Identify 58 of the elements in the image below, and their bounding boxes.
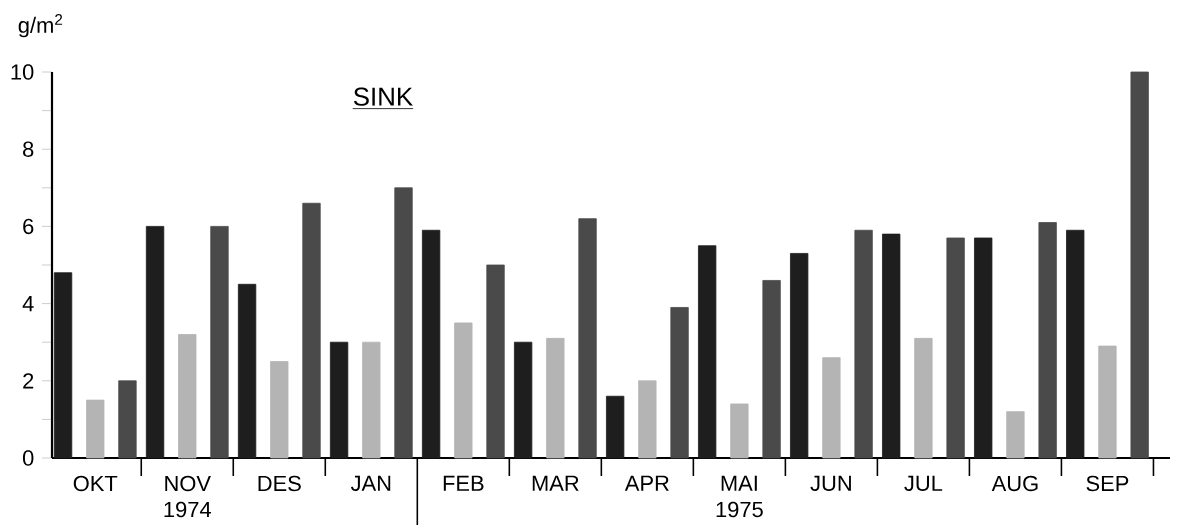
bar — [145, 226, 165, 459]
text: 1975 — [716, 501, 763, 518]
x-tick-label: MAR — [532, 475, 579, 491]
x-tick-label: APR — [624, 475, 669, 491]
bar — [822, 357, 841, 459]
x-tick-label: JUN — [810, 475, 851, 492]
x-tick-label: JUL — [904, 475, 943, 492]
x-tick-label: DES — [258, 475, 301, 492]
bar — [914, 337, 933, 459]
bar — [638, 380, 657, 459]
y-tick-label: 2 — [23, 373, 34, 389]
bar — [86, 399, 105, 459]
bar — [454, 322, 473, 459]
x-tick-label: JAN — [350, 475, 391, 492]
bar — [237, 283, 257, 459]
bar — [974, 237, 993, 459]
bar — [606, 395, 625, 459]
bar — [1038, 222, 1057, 459]
bar — [513, 341, 533, 459]
bar — [210, 226, 229, 459]
x-tick-label: AUG — [991, 475, 1038, 492]
bar — [790, 253, 809, 459]
bar — [53, 272, 73, 459]
x-tick-label: NOV — [165, 475, 211, 492]
y-tick-label: 0 — [22, 450, 34, 466]
bar — [546, 337, 565, 459]
y-tick-label: 8 — [23, 141, 34, 157]
x-tick-label: FEB — [443, 475, 484, 491]
y-tick-label: 10 — [11, 64, 34, 80]
bar — [394, 187, 413, 459]
chart-title: SINK — [353, 87, 413, 106]
bar — [302, 202, 321, 459]
text: 1974 — [164, 501, 211, 518]
bar — [1098, 345, 1117, 459]
bar — [854, 229, 873, 459]
y-tick-label: 4 — [22, 296, 34, 312]
bar — [1066, 229, 1085, 459]
bar — [178, 334, 197, 459]
bar — [730, 403, 749, 459]
bar — [946, 237, 965, 459]
bar — [118, 380, 137, 459]
bar — [1130, 71, 1149, 459]
x-tick-label: SEP — [1086, 475, 1129, 492]
y-tick-label: 6 — [23, 218, 34, 235]
y-axis-title: g/m$^{2}$ — [18, 14, 63, 38]
bar — [578, 218, 597, 459]
bar — [270, 361, 289, 459]
bar — [698, 245, 717, 459]
bar — [1006, 411, 1025, 459]
bar — [329, 341, 349, 459]
x-tick-label: OKT — [73, 475, 118, 492]
bar — [362, 341, 381, 459]
x-tick-label: MAI — [721, 475, 757, 491]
bar — [670, 307, 689, 459]
bar — [486, 264, 505, 459]
bar — [882, 233, 901, 459]
bar — [421, 229, 441, 459]
bar — [762, 280, 781, 459]
